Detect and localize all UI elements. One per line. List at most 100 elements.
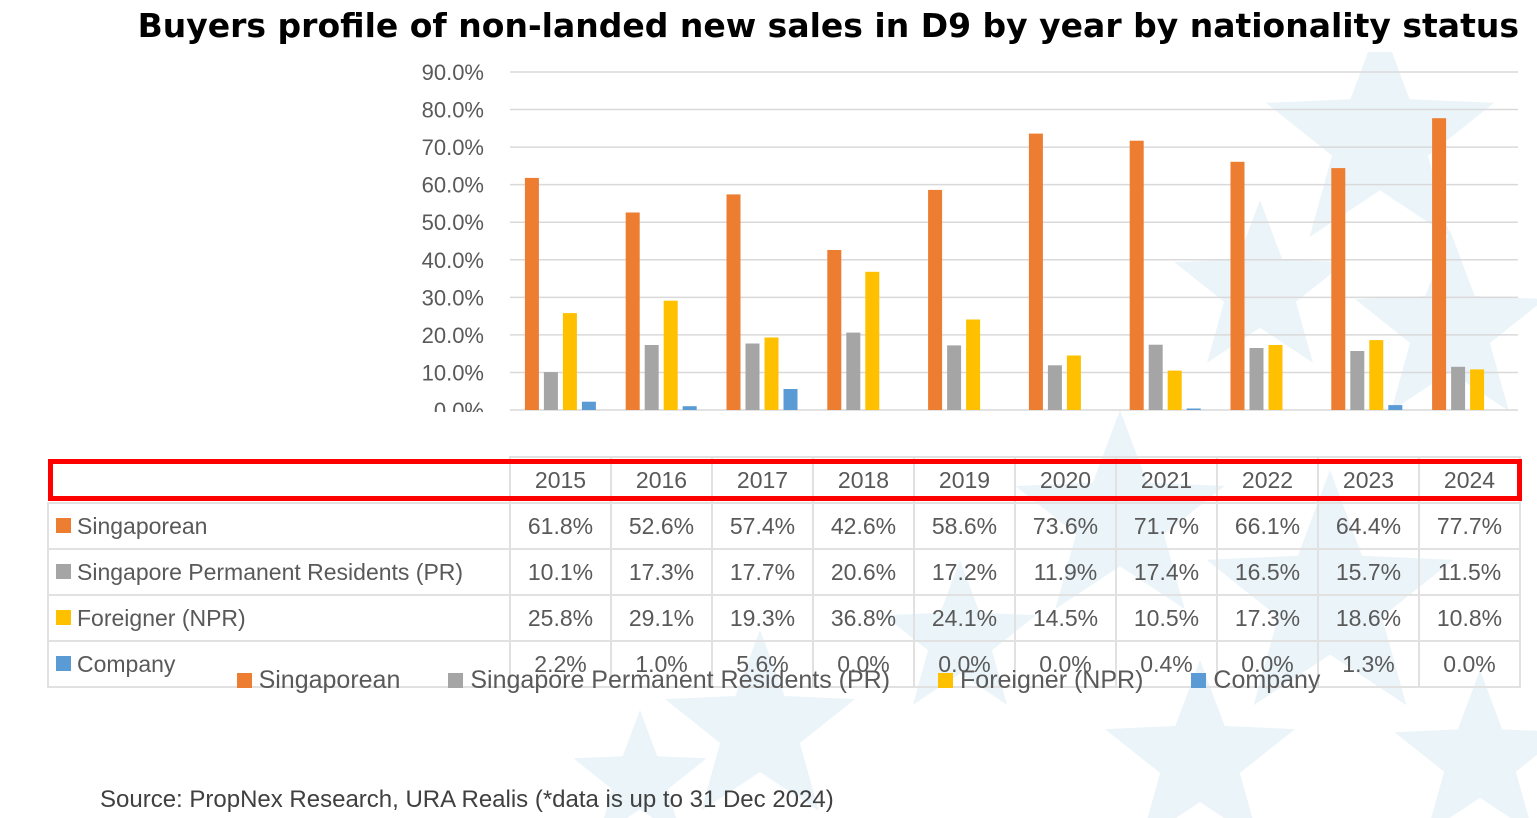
series-swatch [56,517,71,533]
background-star [573,710,707,818]
x-tick-label: 2021 [1115,456,1218,504]
series-label-cell: Singapore Permanent Residents (PR) [47,548,511,596]
bar-foreigner-npr-2019 [966,319,981,410]
chart-title: Buyers profile of non-landed new sales i… [0,0,1537,52]
source-note: Source: PropNex Research, URA Realis (*d… [100,786,834,813]
background-star [1394,670,1537,818]
data-label: 66.1% [1216,502,1319,550]
bar-singapore-permanent-residents-pr-2024 [1451,366,1466,410]
bar-company-2023 [1388,405,1403,410]
data-label: 64.4% [1317,502,1420,550]
bar-singapore-permanent-residents-pr-2023 [1350,351,1365,410]
x-tick-label: 2022 [1216,456,1319,504]
data-label: 0.0% [1014,640,1117,688]
table-row: Foreigner (NPR) 25.8% 29.1% 19.3% 36.8% 24.1%… [47,594,1521,642]
bar-foreigner-npr-2020 [1066,355,1081,410]
y-tick-label: 20.0% [422,323,484,348]
series-swatch [56,609,71,625]
data-label: 18.6% [1317,594,1420,642]
bar-singapore-permanent-residents-pr-2015 [543,372,558,410]
table-row: Singaporean 61.8% 52.6% 57.4% 42.6% 58.6% 73.6… [47,502,1521,550]
bar-singaporean-2016 [625,212,640,410]
data-label: 0.0% [913,640,1016,688]
data-label: 17.3% [1216,594,1319,642]
x-tick-label: 2016 [610,456,713,504]
bar-singapore-permanent-residents-pr-2020 [1047,365,1062,410]
bar-singapore-permanent-residents-pr-2018 [846,332,861,410]
data-table: 2015 2016 2017 2018 2019 2020 2021 2022 2023 2024… [47,456,1521,688]
bar-company-2021 [1186,408,1201,410]
bar-singaporean-2023 [1331,168,1346,410]
data-label: 1.0% [610,640,713,688]
x-tick-label: 2020 [1014,456,1117,504]
bar-foreigner-npr-2017 [764,337,779,410]
bar-singaporean-2022 [1230,161,1245,410]
table-corner-cell [48,457,511,504]
data-label: 17.7% [711,548,814,596]
bar-singaporean-2015 [524,177,539,410]
y-tick-label: 50.0% [422,210,484,235]
data-label: 71.7% [1115,502,1218,550]
y-tick-label: 70.0% [422,135,484,160]
bar-singapore-permanent-residents-pr-2016 [644,345,659,410]
bar-singaporean-2017 [726,194,741,410]
data-label: 61.8% [509,502,612,550]
legend-label: Singapore Permanent Residents (PR) [470,665,891,694]
bar-singaporean-2018 [827,250,842,410]
series-swatch [56,563,71,579]
bars [524,118,1485,410]
x-tick-label: 2023 [1317,456,1420,504]
data-label: 0.0% [1418,640,1521,688]
legend-label: Singaporean [258,665,401,694]
data-label: 52.6% [610,502,713,550]
data-label: 5.6% [711,640,814,688]
background-star [1265,20,1495,238]
bar-chart: 90.0% 80.0% 70.0% 60.0% 50.0% 40.0% 30.0% 20.0%… [422,60,1518,412]
bar-company-2015 [581,401,596,410]
bar-singapore-permanent-residents-pr-2019 [947,345,962,410]
legend-swatch [938,672,954,688]
y-tick-label: 40.0% [422,248,484,273]
legend-label: Foreigner (NPR) [960,665,1144,694]
bar-foreigner-npr-2016 [663,300,678,410]
y-tick-label: 80.0% [422,98,484,123]
bar-singaporean-2019 [928,189,943,410]
bar-foreigner-npr-2015 [562,313,577,410]
bar-foreigner-npr-2021 [1167,370,1182,410]
x-tick-label: 2017 [711,456,814,504]
legend-item: Singapore Permanent Residents (PR) [448,666,890,695]
data-label: 36.8% [812,594,915,642]
x-tick-label: 2015 [509,456,612,504]
series-label-cell: Foreigner (NPR) [47,594,511,642]
table-header-row: 2015 2016 2017 2018 2019 2020 2021 2022 2023 2024 [48,456,1521,504]
bar-singapore-permanent-residents-pr-2022 [1249,348,1264,410]
series-name: Foreigner (NPR) [77,604,246,631]
data-label: 19.3% [711,594,814,642]
data-label: 10.5% [1115,594,1218,642]
data-label: 14.5% [1014,594,1117,642]
data-label: 25.8% [509,594,612,642]
gridlines [510,71,1518,411]
data-label: 57.4% [711,502,814,550]
data-label: 0.0% [1216,640,1319,688]
x-tick-label: 2019 [913,456,1016,504]
table-row: Company 2.2% 1.0% 5.6% 0.0% 0.0% 0.0% 0.4% 0.0% 1… [47,640,1521,688]
bar-foreigner-npr-2024 [1470,369,1485,410]
series-name: Singapore Permanent Residents (PR) [77,558,464,585]
background-star [1174,200,1346,363]
legend-swatch [236,672,252,688]
data-label: 17.4% [1115,548,1218,596]
legend-item: Singaporean [236,665,401,695]
series-swatch [56,655,71,671]
bar-foreigner-npr-2023 [1369,340,1384,410]
y-axis-ticks: 90.0% 80.0% 70.0% 60.0% 50.0% 40.0% 30.0% 20.0%… [422,60,484,412]
bar-singaporean-2021 [1129,140,1144,410]
bar-company-2016 [682,406,697,410]
bar-singaporean-2020 [1028,133,1043,410]
legend-swatch [448,672,464,688]
data-label: 42.6% [812,502,915,550]
x-tick-label: 2018 [812,456,915,504]
data-label: 11.5% [1418,548,1521,596]
y-tick-label: 90.0% [422,60,484,85]
data-label: 29.1% [610,594,713,642]
